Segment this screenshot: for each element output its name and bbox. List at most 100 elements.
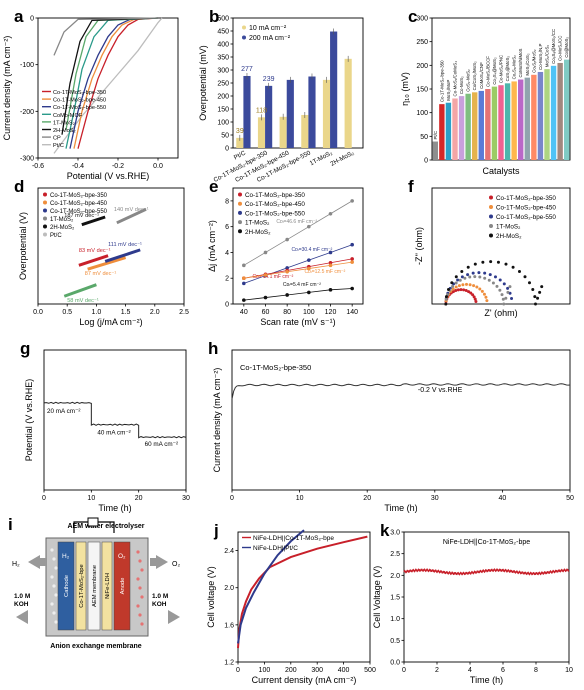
- f-data-point: [474, 300, 478, 304]
- c-bar: [518, 79, 524, 160]
- f-data-point: [473, 262, 477, 266]
- f-data-point: [463, 276, 467, 280]
- d-slope-label: 140 mV dec⁻¹: [114, 207, 149, 213]
- i-bottom-label: Anion exchange membrane: [50, 643, 142, 650]
- i-bubble: [54, 593, 58, 597]
- c-bar-label: CoS₂@MoS₂: [505, 56, 510, 82]
- a-series-line: [61, 17, 159, 135]
- e-data-point: [328, 288, 333, 292]
- c-ytick-label: 300: [416, 16, 428, 23]
- f-data-point: [477, 271, 481, 275]
- i-o2-inner-label: O₂: [118, 553, 126, 560]
- e-fit-line: [243, 258, 353, 279]
- e-fit-line: [243, 261, 353, 279]
- e-legend-marker: [238, 192, 242, 197]
- c-bar-label: MoS₂/CoS₂: [525, 53, 530, 75]
- e-fit-line: [243, 200, 353, 266]
- e-data-point: [307, 258, 311, 262]
- c-bar: [432, 141, 438, 160]
- f-data-point: [473, 275, 477, 279]
- b-ytick-label: 250: [217, 81, 229, 88]
- f-data-point: [473, 297, 477, 301]
- a-series-line: [73, 17, 159, 149]
- e-xtick-label: 140: [346, 309, 358, 316]
- c-bar-label: CoMoS₄/CNF: [479, 62, 484, 89]
- c-bar: [498, 85, 504, 160]
- i-bubble: [140, 622, 144, 626]
- e-legend-label: 1T-MoS₂: [245, 220, 270, 227]
- d-slope-label: 111 mV dec⁻¹: [108, 242, 142, 248]
- panel-letter-h: h: [208, 339, 218, 358]
- f-data-point: [517, 270, 521, 274]
- c-bar: [472, 92, 478, 160]
- b-ytick-label: 100: [217, 120, 229, 127]
- c-bar: [465, 93, 471, 160]
- f-data-point: [471, 271, 475, 275]
- f-plot-frame: [431, 187, 571, 305]
- e-data-point: [242, 276, 246, 281]
- c-bar: [452, 98, 458, 160]
- i-bubble: [54, 620, 58, 624]
- k-xtick-label: 4: [468, 667, 472, 674]
- c-bar-label: Co-MoS₂/PNC: [499, 55, 504, 83]
- b-data-label: 39: [236, 128, 244, 135]
- i-koh-right: 1.0 M: [152, 593, 168, 600]
- i-bubble: [50, 602, 54, 606]
- panel-letter-g: g: [20, 339, 30, 358]
- b-category-label: 2H-MoS₂: [329, 149, 355, 167]
- c-bar-label: MoS₂/MoP: [446, 80, 451, 101]
- b-ytick-label: 500: [217, 16, 229, 23]
- d-legend-label: Co-1T-MoS₂-bpe-450: [50, 201, 108, 207]
- f-legend-label: 1T-MoS₂: [496, 224, 521, 231]
- panel-letter-b: b: [209, 7, 219, 26]
- b-ytick-label: 450: [217, 29, 229, 36]
- f-data-point: [460, 270, 464, 274]
- k-xtick-label: 10: [565, 667, 573, 674]
- d-legend-label: 1T-MoS₂: [50, 217, 74, 223]
- c-bar: [544, 69, 550, 160]
- d-plot-frame: [37, 187, 185, 305]
- f-data-point: [482, 292, 486, 296]
- e-ytick-label: 2: [225, 276, 229, 283]
- i-layer-label: Cathode: [64, 575, 70, 597]
- f-data-point: [454, 285, 458, 289]
- f-data-point: [469, 291, 473, 295]
- h-xtick-label: 0: [230, 495, 234, 502]
- f-data-point: [527, 281, 531, 285]
- c-bar-label: Co-1T-MoS₂-bpe-350: [439, 60, 444, 102]
- f-data-point: [468, 283, 472, 287]
- a-ytick-label: 0: [30, 16, 34, 23]
- g-xtick-label: 10: [87, 495, 95, 502]
- f-data-point: [444, 297, 448, 301]
- panel-letter-k: k: [380, 521, 390, 540]
- c-bar: [491, 86, 498, 160]
- i-koh-right-2: KOH: [152, 601, 167, 608]
- b-bar: [344, 58, 352, 148]
- a-legend-label: Co-1T-MoS₂-bpe-550: [53, 105, 106, 111]
- k-xtick-label: 8: [534, 667, 538, 674]
- b-bar: [265, 85, 273, 148]
- j-ytick-label: 2.4: [224, 548, 234, 555]
- e-legend-label: Co-1T-MoS₂-bpe-350: [245, 192, 305, 199]
- d-legend-label: Pt/C: [50, 233, 62, 239]
- c-bar: [445, 102, 452, 160]
- e-legend-label: Co-1T-MoS₂-bpe-550: [245, 210, 305, 217]
- h-xtick-label: 50: [566, 495, 574, 502]
- f-xlabel: Z' (ohm): [484, 308, 517, 318]
- k-xtick-label: 2: [435, 667, 439, 674]
- e-data-point: [350, 257, 354, 261]
- panel-letter-i: i: [8, 515, 13, 534]
- e-cdl-label: Cᴅₗ=12.5 mF cm⁻²: [305, 269, 346, 275]
- a-xtick-label: -0.6: [32, 163, 44, 170]
- c-ytick-label: 200: [416, 63, 428, 70]
- d-legend-marker: [43, 216, 47, 221]
- c-ytick-label: 250: [416, 39, 428, 46]
- i-layer-label: AEM membrane: [92, 565, 98, 607]
- f-data-point: [483, 276, 487, 280]
- f-data-point: [496, 260, 500, 264]
- i-layer: [101, 541, 113, 631]
- e-data-point: [328, 211, 333, 216]
- b-legend-label: 200 mA cm⁻²: [249, 35, 291, 42]
- i-bubble: [52, 557, 56, 561]
